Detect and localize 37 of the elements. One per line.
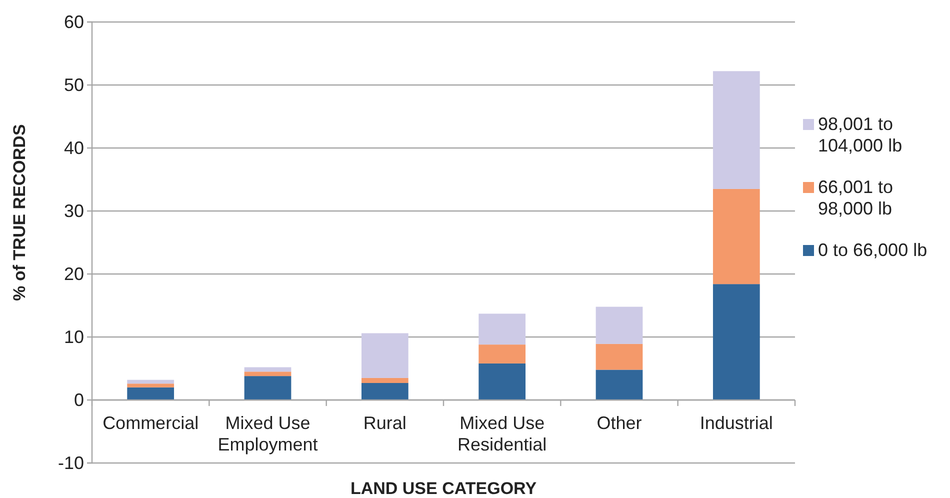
x-tick-label: Other — [596, 413, 642, 433]
bar — [596, 344, 643, 370]
bar — [127, 384, 174, 388]
bar — [361, 378, 408, 383]
bar — [712, 188, 760, 284]
x-axis-title: LAND USE CATEGORY — [350, 479, 538, 498]
x-tick-label: Mixed Use Employment — [218, 413, 318, 455]
bar — [244, 376, 292, 400]
y-tick-label: 60 — [64, 12, 84, 32]
legend-label: 66,001 to 98,000 lb — [818, 177, 894, 219]
bar — [361, 333, 408, 378]
y-tick-label: 40 — [64, 138, 84, 158]
bar — [244, 367, 292, 372]
y-tick-label: 30 — [64, 200, 84, 221]
bar — [127, 380, 174, 384]
y-axis-title: % of TRUE RECORDS — [10, 124, 29, 301]
bar — [596, 370, 643, 400]
y-tick-label: 50 — [64, 74, 84, 95]
legend-label: 98,001 to 104,000 lb — [818, 114, 902, 156]
bar — [478, 363, 526, 400]
bar — [361, 382, 408, 400]
bar — [712, 284, 760, 400]
y-tick-label: 20 — [64, 264, 84, 284]
bar — [712, 71, 760, 189]
bar — [596, 306, 643, 344]
y-tick-label: 0 — [74, 390, 84, 410]
x-tick-label: Mixed Use Residential — [458, 413, 547, 455]
x-tick-label: Rural — [363, 413, 406, 433]
x-tick-label: Industrial — [700, 413, 773, 433]
bar — [478, 344, 526, 364]
bar — [127, 387, 174, 400]
y-tick-label: -10 — [58, 452, 84, 473]
x-tick-label: Commercial — [102, 413, 199, 433]
legend-label: 0 to 66,000 lb — [818, 240, 928, 260]
bar — [244, 372, 292, 376]
bar — [478, 314, 526, 345]
y-tick-label: 10 — [64, 326, 84, 347]
